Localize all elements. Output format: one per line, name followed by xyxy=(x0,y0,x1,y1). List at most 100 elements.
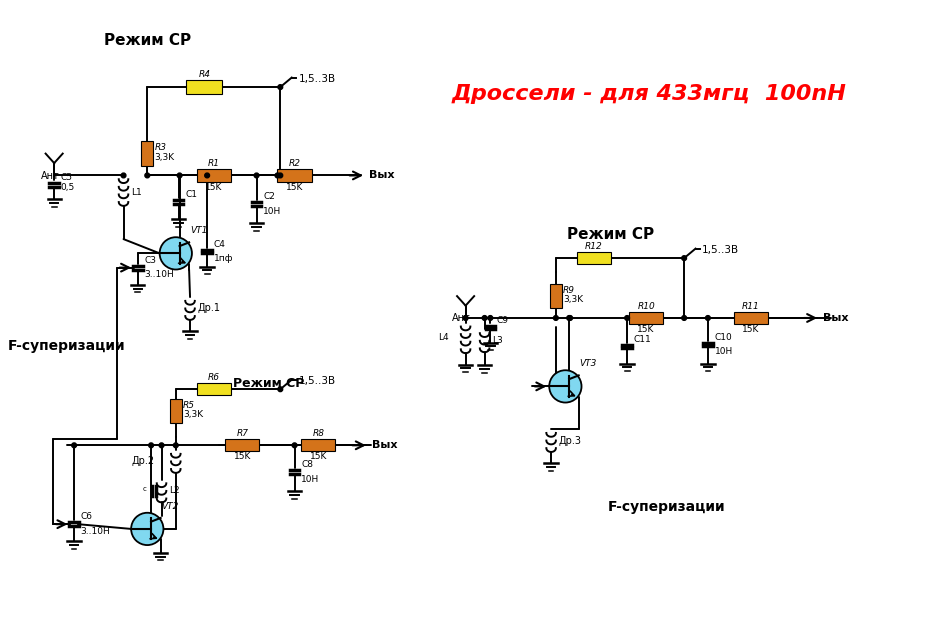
Text: VT1: VT1 xyxy=(190,226,207,236)
Circle shape xyxy=(567,316,572,320)
Circle shape xyxy=(624,316,630,320)
Text: R7: R7 xyxy=(236,429,248,438)
Bar xyxy=(302,439,336,451)
Bar xyxy=(629,312,663,324)
Text: Режим СР: Режим СР xyxy=(567,227,655,242)
Circle shape xyxy=(131,513,164,545)
Bar xyxy=(225,439,259,451)
Text: VT2: VT2 xyxy=(162,502,179,511)
Text: C6: C6 xyxy=(80,512,92,521)
Text: Режим СР: Режим СР xyxy=(104,33,191,48)
Text: C1: C1 xyxy=(185,190,197,199)
Bar xyxy=(278,170,312,182)
Text: 15K: 15K xyxy=(310,452,327,462)
Circle shape xyxy=(278,387,283,392)
Text: C8: C8 xyxy=(302,460,314,469)
Text: C10: C10 xyxy=(714,333,733,342)
Text: R5: R5 xyxy=(183,401,195,410)
Bar xyxy=(197,170,231,182)
Text: Др.1: Др.1 xyxy=(198,304,221,314)
Text: C3: C3 xyxy=(144,256,156,265)
Text: R9: R9 xyxy=(563,286,575,295)
Text: 0,5: 0,5 xyxy=(61,184,75,192)
Text: 1,5..3В: 1,5..3В xyxy=(299,74,336,84)
Text: Дроссели - для 433мгц  100nH: Дроссели - для 433мгц 100nH xyxy=(451,84,846,104)
Circle shape xyxy=(173,443,179,448)
Text: L2: L2 xyxy=(169,486,179,495)
Text: Ант: Ант xyxy=(452,313,471,323)
Circle shape xyxy=(682,256,686,260)
Text: 1,5..3В: 1,5..3В xyxy=(299,376,336,385)
Text: C11: C11 xyxy=(634,335,651,344)
Text: R2: R2 xyxy=(289,159,301,168)
Text: 3,3K: 3,3K xyxy=(183,410,204,419)
Bar xyxy=(142,141,154,166)
Circle shape xyxy=(549,370,582,403)
Text: Вых: Вых xyxy=(823,313,848,323)
Circle shape xyxy=(275,173,280,178)
Text: R10: R10 xyxy=(637,302,655,311)
Circle shape xyxy=(145,173,150,178)
Text: C5: C5 xyxy=(61,173,73,182)
Text: Ант: Ант xyxy=(41,171,59,181)
Text: C2: C2 xyxy=(264,192,275,201)
Text: 10Н: 10Н xyxy=(302,475,319,484)
Text: F-суперизации: F-суперизации xyxy=(608,500,726,514)
Bar xyxy=(549,284,562,309)
Circle shape xyxy=(487,316,493,320)
Text: Вых: Вых xyxy=(372,440,397,450)
Text: 3,3K: 3,3K xyxy=(154,153,175,162)
Text: 10Н: 10Н xyxy=(714,347,733,356)
Circle shape xyxy=(254,173,259,178)
Circle shape xyxy=(72,443,77,448)
Circle shape xyxy=(160,237,192,269)
Circle shape xyxy=(292,443,297,448)
Text: 15K: 15K xyxy=(637,325,655,334)
Circle shape xyxy=(568,316,573,320)
Text: VT3: VT3 xyxy=(580,359,597,368)
Text: 15K: 15K xyxy=(234,452,251,462)
Text: 1,5..3В: 1,5..3В xyxy=(702,244,739,255)
Text: 15K: 15K xyxy=(205,183,223,192)
Text: C9: C9 xyxy=(497,316,509,324)
Text: 3,3K: 3,3K xyxy=(563,295,583,304)
Bar xyxy=(169,399,182,424)
Text: R6: R6 xyxy=(208,373,220,382)
Text: R4: R4 xyxy=(198,70,210,79)
Text: 10Н: 10Н xyxy=(264,207,281,216)
Text: R8: R8 xyxy=(313,429,325,438)
Text: 15K: 15K xyxy=(742,325,759,334)
Circle shape xyxy=(278,173,283,178)
Circle shape xyxy=(159,443,164,448)
Text: 15K: 15K xyxy=(286,183,303,192)
Text: 1пф: 1пф xyxy=(214,254,233,264)
Text: 3..10Н: 3..10Н xyxy=(144,271,174,279)
Circle shape xyxy=(463,316,468,320)
Text: R11: R11 xyxy=(742,302,759,311)
Text: C4: C4 xyxy=(214,239,226,249)
Text: L3: L3 xyxy=(492,337,503,345)
Bar xyxy=(197,383,231,396)
Text: Др.2: Др.2 xyxy=(131,457,154,467)
Circle shape xyxy=(149,443,154,448)
Circle shape xyxy=(204,173,210,178)
Text: c: c xyxy=(142,486,146,492)
Text: 3..10Н: 3..10Н xyxy=(80,527,110,536)
Circle shape xyxy=(278,84,283,90)
Text: R12: R12 xyxy=(585,242,603,251)
Text: Вых: Вых xyxy=(369,170,394,180)
Text: R1: R1 xyxy=(208,159,220,168)
Text: L1: L1 xyxy=(131,188,142,197)
Circle shape xyxy=(121,173,126,178)
Text: F-суперизации: F-суперизации xyxy=(7,339,125,353)
Text: L4: L4 xyxy=(438,333,449,342)
Bar xyxy=(577,252,611,264)
Bar xyxy=(186,81,222,94)
Text: Режим СР: Режим СР xyxy=(233,377,304,390)
Circle shape xyxy=(482,316,487,320)
Circle shape xyxy=(706,316,710,320)
Bar xyxy=(734,312,768,324)
Text: R3: R3 xyxy=(154,144,166,152)
Circle shape xyxy=(553,316,559,320)
Circle shape xyxy=(178,173,182,178)
